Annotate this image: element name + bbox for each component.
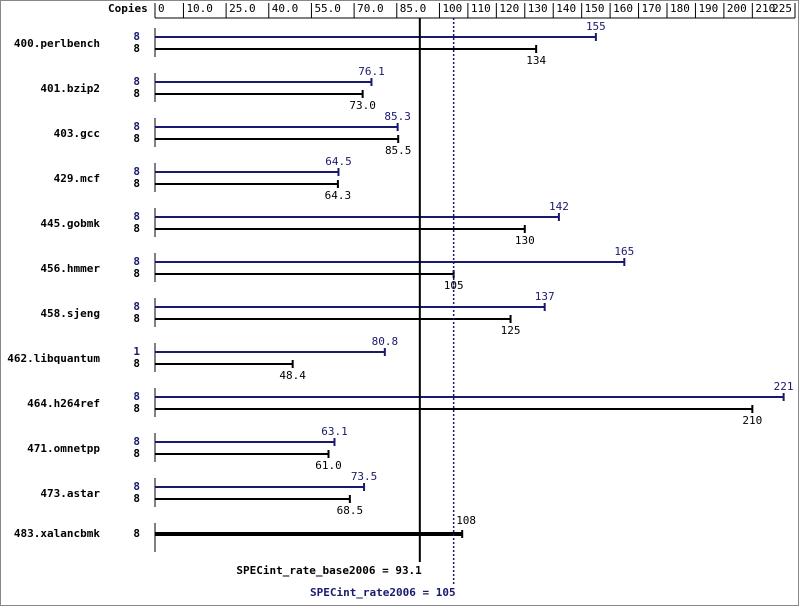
value-label: 165 bbox=[614, 245, 634, 258]
copies-label: 8 bbox=[133, 300, 140, 313]
copies-label: 1 bbox=[133, 345, 140, 358]
copies-label: 8 bbox=[133, 267, 140, 280]
value-label: 85.3 bbox=[384, 110, 411, 123]
copies-label: 8 bbox=[133, 480, 140, 493]
benchmark-label: 403.gcc bbox=[54, 127, 100, 140]
copies-label: 8 bbox=[133, 390, 140, 403]
copies-label: 8 bbox=[133, 527, 140, 540]
x-tick-label: 210 bbox=[755, 2, 775, 15]
value-label: 73.0 bbox=[349, 99, 376, 112]
value-label: 64.5 bbox=[325, 155, 352, 168]
copies-label: 8 bbox=[133, 255, 140, 268]
x-tick-label: 190 bbox=[698, 2, 718, 15]
value-label: 73.5 bbox=[351, 470, 378, 483]
benchmark-label: 429.mcf bbox=[54, 172, 100, 185]
x-tick-label: 25.0 bbox=[229, 2, 256, 15]
value-label: 221 bbox=[774, 380, 794, 393]
value-label: 210 bbox=[742, 414, 762, 427]
value-label: 108 bbox=[456, 514, 476, 527]
benchmark-label: 458.sjeng bbox=[40, 307, 100, 320]
copies-label: 8 bbox=[133, 447, 140, 460]
copies-label: 8 bbox=[133, 210, 140, 223]
value-label: 85.5 bbox=[385, 144, 412, 157]
x-tick-label: 180 bbox=[670, 2, 690, 15]
value-label: 125 bbox=[501, 324, 521, 337]
x-tick-label: 150 bbox=[585, 2, 605, 15]
x-tick-label: 110 bbox=[471, 2, 491, 15]
copies-label: 8 bbox=[133, 312, 140, 325]
copies-label: 8 bbox=[133, 402, 140, 415]
copies-label: 8 bbox=[133, 357, 140, 370]
value-label: 155 bbox=[586, 20, 606, 33]
reference-label: SPECint_rate2006 = 105 bbox=[310, 586, 456, 599]
value-label: 142 bbox=[549, 200, 569, 213]
x-tick-label: 130 bbox=[528, 2, 548, 15]
copies-label: 8 bbox=[133, 87, 140, 100]
value-label: 61.0 bbox=[315, 459, 342, 472]
copies-label: 8 bbox=[133, 42, 140, 55]
x-tick-label: 85.0 bbox=[400, 2, 427, 15]
copies-label: 8 bbox=[133, 222, 140, 235]
x-tick-label: 55.0 bbox=[314, 2, 341, 15]
copies-label: 8 bbox=[133, 165, 140, 178]
copies-label: 8 bbox=[133, 492, 140, 505]
value-label: 64.3 bbox=[325, 189, 352, 202]
x-tick-label: 225 bbox=[772, 2, 792, 15]
benchmark-label: 473.astar bbox=[40, 487, 100, 500]
benchmark-label: 400.perlbench bbox=[14, 37, 100, 50]
x-tick-label: 70.0 bbox=[357, 2, 384, 15]
x-tick-label: 0 bbox=[158, 2, 165, 15]
benchmark-label: 464.h264ref bbox=[27, 397, 100, 410]
value-label: 130 bbox=[515, 234, 535, 247]
value-label: 137 bbox=[535, 290, 555, 303]
benchmark-label: 401.bzip2 bbox=[40, 82, 100, 95]
x-tick-label: 40.0 bbox=[272, 2, 299, 15]
x-tick-label: 170 bbox=[642, 2, 662, 15]
benchmark-label: 483.xalancbmk bbox=[14, 527, 100, 540]
axis-label: Copies bbox=[108, 2, 148, 15]
value-label: 68.5 bbox=[337, 504, 364, 517]
x-tick-label: 100 bbox=[442, 2, 462, 15]
benchmark-label: 456.hmmer bbox=[40, 262, 100, 275]
x-tick-label: 160 bbox=[613, 2, 633, 15]
x-tick-label: 200 bbox=[727, 2, 747, 15]
copies-label: 8 bbox=[133, 132, 140, 145]
copies-label: 8 bbox=[133, 177, 140, 190]
reference-label: SPECint_rate_base2006 = 93.1 bbox=[236, 564, 422, 577]
benchmark-label: 462.libquantum bbox=[7, 352, 100, 365]
value-label: 76.1 bbox=[358, 65, 385, 78]
x-tick-label: 140 bbox=[556, 2, 576, 15]
copies-label: 8 bbox=[133, 120, 140, 133]
copies-label: 8 bbox=[133, 30, 140, 43]
value-label: 134 bbox=[526, 54, 546, 67]
copies-label: 8 bbox=[133, 75, 140, 88]
benchmark-label: 471.omnetpp bbox=[27, 442, 100, 455]
x-tick-label: 10.0 bbox=[186, 2, 213, 15]
value-label: 80.8 bbox=[372, 335, 399, 348]
value-label: 105 bbox=[444, 279, 464, 292]
x-tick-label: 120 bbox=[499, 2, 519, 15]
value-label: 63.1 bbox=[321, 425, 348, 438]
benchmark-label: 445.gobmk bbox=[40, 217, 100, 230]
copies-label: 8 bbox=[133, 435, 140, 448]
value-label: 48.4 bbox=[279, 369, 306, 382]
